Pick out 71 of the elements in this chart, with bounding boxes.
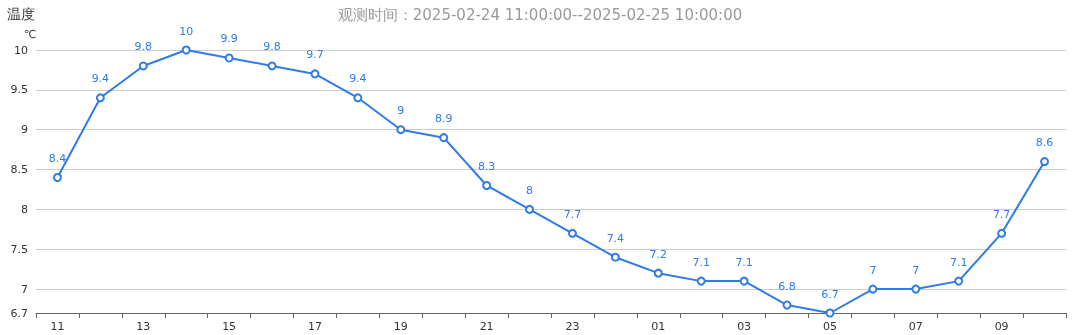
x-tick-label: 09 — [994, 320, 1009, 333]
x-tick-label: 15 — [222, 320, 237, 333]
x-tick-label: 11 — [50, 320, 65, 333]
point — [739, 276, 749, 286]
chart-subtitle: 观测时间：2025-02-24 11:00:00--2025-02-25 10:00:00 — [337, 5, 743, 24]
y-tick-label: 9 — [21, 123, 28, 137]
data-label: 7 — [912, 263, 920, 277]
data-label: 7.7 — [563, 207, 582, 221]
chart-title: 温度 — [7, 6, 35, 22]
data-label: 7.2 — [649, 247, 668, 261]
y-tick-label: 10 — [14, 43, 28, 57]
data-label: 8 — [526, 183, 534, 197]
data-label: 9.9 — [220, 32, 238, 46]
point — [482, 180, 492, 190]
point — [1040, 157, 1050, 167]
point — [439, 133, 449, 143]
x-tick-label: 05 — [822, 320, 837, 333]
point — [52, 173, 62, 183]
x-tick-label: 19 — [393, 320, 408, 333]
point — [95, 93, 105, 103]
data-label: 7.1 — [949, 255, 968, 269]
y-tick-label: 8 — [21, 202, 28, 216]
data-label: 9 — [397, 104, 405, 118]
y-tick-label: 8.5 — [10, 163, 28, 177]
data-label: 7 — [869, 263, 877, 277]
point — [138, 61, 148, 71]
point — [653, 268, 663, 278]
data-label: 9.8 — [263, 40, 281, 54]
y-axis-title: ℃ — [23, 28, 36, 41]
y-tick-label: 6.7 — [10, 306, 28, 320]
data-label: 8.9 — [434, 112, 453, 126]
data-label: 9.8 — [134, 40, 153, 54]
point — [525, 204, 535, 214]
data-label: 7.7 — [992, 207, 1011, 221]
point — [224, 53, 234, 63]
y-tick-label: 9.5 — [10, 83, 28, 97]
x-tick-label: 01 — [651, 320, 666, 333]
data-label: 8.3 — [477, 159, 496, 173]
point — [954, 276, 964, 286]
data-label: 7.4 — [606, 231, 625, 245]
data-label: 6.7 — [821, 287, 839, 301]
data-label: 9.4 — [349, 72, 367, 86]
point — [567, 228, 577, 238]
point — [868, 284, 878, 294]
x-tick-label: 07 — [908, 320, 923, 333]
x-tick-label: 13 — [136, 320, 151, 333]
point — [696, 276, 706, 286]
x-tick-label: 21 — [479, 320, 494, 333]
point — [997, 228, 1007, 238]
data-label: 7.1 — [692, 255, 710, 269]
point — [610, 252, 620, 262]
y-tick-label: 7.5 — [10, 242, 28, 256]
point — [267, 61, 277, 71]
point — [181, 45, 191, 55]
point — [825, 308, 835, 318]
data-label: 9.7 — [306, 48, 324, 62]
x-tick-label: 23 — [565, 320, 580, 333]
x-tick-label: 17 — [307, 320, 322, 333]
point — [782, 300, 792, 310]
point — [911, 284, 921, 294]
data-label: 7.1 — [735, 255, 753, 269]
data-label: 6.8 — [778, 279, 796, 293]
data-label: 10 — [179, 24, 194, 38]
y-tick-label: 7 — [21, 282, 28, 296]
point — [310, 69, 320, 79]
data-label: 8.4 — [48, 152, 67, 166]
point — [353, 93, 363, 103]
point — [396, 125, 406, 135]
data-label: 8.6 — [1035, 136, 1054, 150]
x-tick-label: 03 — [737, 320, 752, 333]
data-label: 9.4 — [91, 72, 110, 86]
